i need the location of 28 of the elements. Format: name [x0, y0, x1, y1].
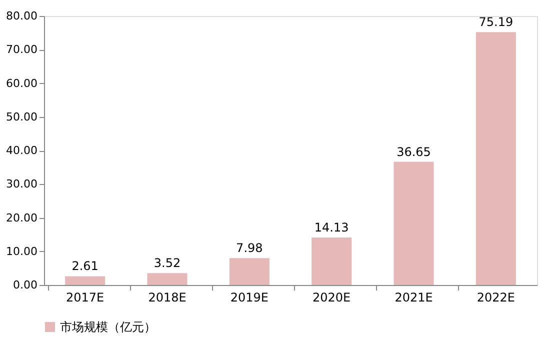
bar: [65, 276, 106, 285]
x-tick-label: 2021E: [394, 290, 433, 304]
y-tick-label: 0.00: [13, 278, 38, 292]
bar: [394, 162, 434, 285]
x-tick-label: 2017E: [66, 290, 104, 304]
y-tick-label: 20.00: [6, 211, 38, 224]
data-label: 75.19: [478, 15, 514, 30]
y-tick-label: 30.00: [6, 178, 38, 191]
y-tick-label: 50.00: [6, 110, 38, 124]
data-label: 14.13: [314, 220, 349, 234]
bar: [476, 32, 516, 285]
y-tick-label: 40.00: [6, 144, 38, 157]
y-tick-label: 70.00: [6, 43, 38, 56]
data-label: 7.98: [236, 241, 263, 256]
bar: [229, 258, 270, 285]
data-label: 2.61: [72, 259, 98, 274]
y-tick-label: 80.00: [6, 10, 38, 22]
x-tick-label: 2018E: [148, 290, 186, 304]
x-tick-label: 2022E: [476, 290, 515, 304]
data-label: 3.52: [154, 256, 181, 270]
y-tick-label: 10.00: [6, 244, 38, 258]
y-tick-label: 60.00: [6, 76, 38, 90]
bar: [147, 273, 188, 285]
data-label: 36.65: [396, 144, 431, 159]
bar: [312, 237, 352, 285]
x-tick-label: 2020E: [312, 290, 351, 304]
legend-label: 市场规模（亿元）: [60, 320, 156, 334]
x-tick-label: 2019E: [230, 290, 268, 304]
